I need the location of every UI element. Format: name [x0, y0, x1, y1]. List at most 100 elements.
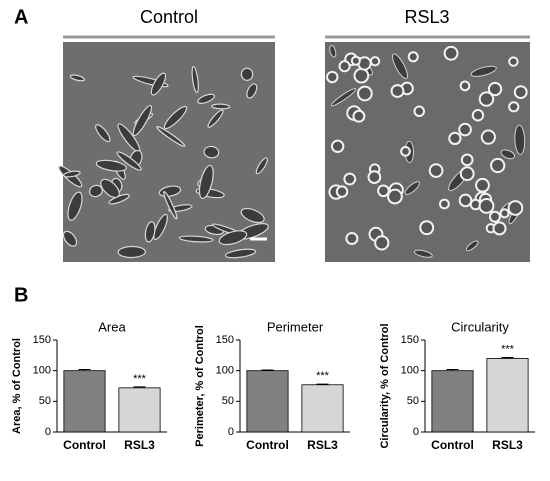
cell [156, 125, 186, 147]
cell [514, 124, 526, 155]
y-axis-label: Circularity, % of Control [379, 323, 391, 448]
rounded-cell [350, 55, 361, 66]
image-title: Control [140, 7, 198, 27]
cell [100, 178, 120, 198]
rounded-cell [439, 198, 450, 210]
cell [203, 145, 220, 159]
rounded-cell [475, 177, 490, 193]
y-tick-label: 50 [39, 395, 51, 407]
rounded-cell [326, 70, 339, 84]
panel-label: B [14, 284, 28, 306]
bar [486, 357, 529, 433]
significance: *** [316, 370, 330, 382]
cell [69, 74, 86, 82]
rounded-cell [387, 188, 403, 205]
x-tick-label: Control [431, 438, 474, 452]
rounded-cell [507, 200, 524, 216]
cell [207, 109, 224, 128]
cell [178, 235, 214, 243]
error-bar [446, 368, 459, 371]
y-tick-label: 50 [407, 395, 419, 407]
y-axis-label: Area, % of Control [11, 338, 23, 434]
y-tick-label: 150 [401, 334, 419, 346]
rounded-cell [460, 153, 474, 167]
cell [500, 149, 516, 160]
cell [132, 104, 153, 137]
cell [246, 83, 258, 99]
chart-title: Circularity [451, 319, 509, 334]
chart-title: Perimeter [267, 319, 324, 334]
bar [246, 370, 289, 433]
rounded-cell [513, 85, 528, 100]
image-title: RSL3 [404, 7, 449, 27]
y-tick-label: 0 [413, 426, 419, 438]
cell [153, 213, 168, 241]
cell [218, 230, 248, 246]
cell [240, 207, 265, 224]
rounded-cell [459, 166, 475, 182]
x-tick-label: RSL3 [124, 438, 155, 452]
rounded-cell [443, 45, 459, 61]
rounded-cell [369, 56, 381, 67]
cell [465, 240, 479, 252]
error-bar [316, 383, 329, 385]
rounded-cell [488, 210, 501, 223]
rounded-cell [413, 105, 426, 118]
rounded-cell [367, 170, 382, 184]
rounded-cell [448, 131, 462, 146]
rounded-cell [419, 220, 435, 236]
y-tick-label: 0 [228, 426, 234, 438]
y-axis-label: Perimeter, % of Control [194, 325, 206, 447]
rounded-cell [345, 231, 359, 245]
rounded-cell [508, 101, 520, 113]
cell [198, 164, 214, 200]
rounded-cell [353, 67, 370, 84]
cell [62, 230, 78, 247]
rounded-cell [335, 185, 349, 198]
cell [391, 53, 408, 80]
rounded-cell [458, 193, 473, 208]
panel-label: A [14, 6, 28, 28]
cell [117, 245, 146, 259]
significance: *** [501, 343, 515, 355]
chart-title: Area [98, 319, 126, 334]
rounded-cell [357, 85, 373, 102]
cell [163, 105, 188, 130]
rounded-cell [400, 145, 411, 157]
rounded-cell [478, 198, 495, 214]
rounded-cell [352, 109, 366, 123]
rounded-cell [471, 109, 485, 122]
cell [255, 157, 268, 175]
cell [63, 170, 81, 178]
micrograph [325, 42, 530, 262]
cell [404, 181, 420, 195]
cell [211, 103, 231, 110]
error-bar [78, 368, 91, 371]
significance: *** [133, 373, 147, 385]
cell [330, 88, 357, 107]
error-bar [133, 386, 146, 388]
x-tick-label: Control [63, 438, 106, 452]
cell [224, 248, 257, 259]
bar [118, 387, 161, 433]
y-tick-label: 150 [216, 334, 234, 346]
cell [150, 72, 167, 96]
cell [88, 184, 103, 198]
cell [144, 221, 156, 243]
cell [191, 65, 199, 94]
micrograph [58, 42, 275, 262]
x-tick-label: Control [246, 438, 289, 452]
cell [240, 67, 254, 81]
rounded-cell [490, 157, 506, 174]
cell [470, 65, 497, 77]
rounded-cell [459, 80, 471, 92]
rounded-cell [492, 221, 507, 236]
cell [67, 191, 83, 221]
cell [95, 159, 128, 172]
error-bar [501, 356, 514, 359]
rounded-cell [407, 51, 419, 63]
rounded-cell [390, 84, 405, 98]
y-tick-label: 100 [216, 365, 234, 377]
rounded-cell [499, 208, 510, 219]
